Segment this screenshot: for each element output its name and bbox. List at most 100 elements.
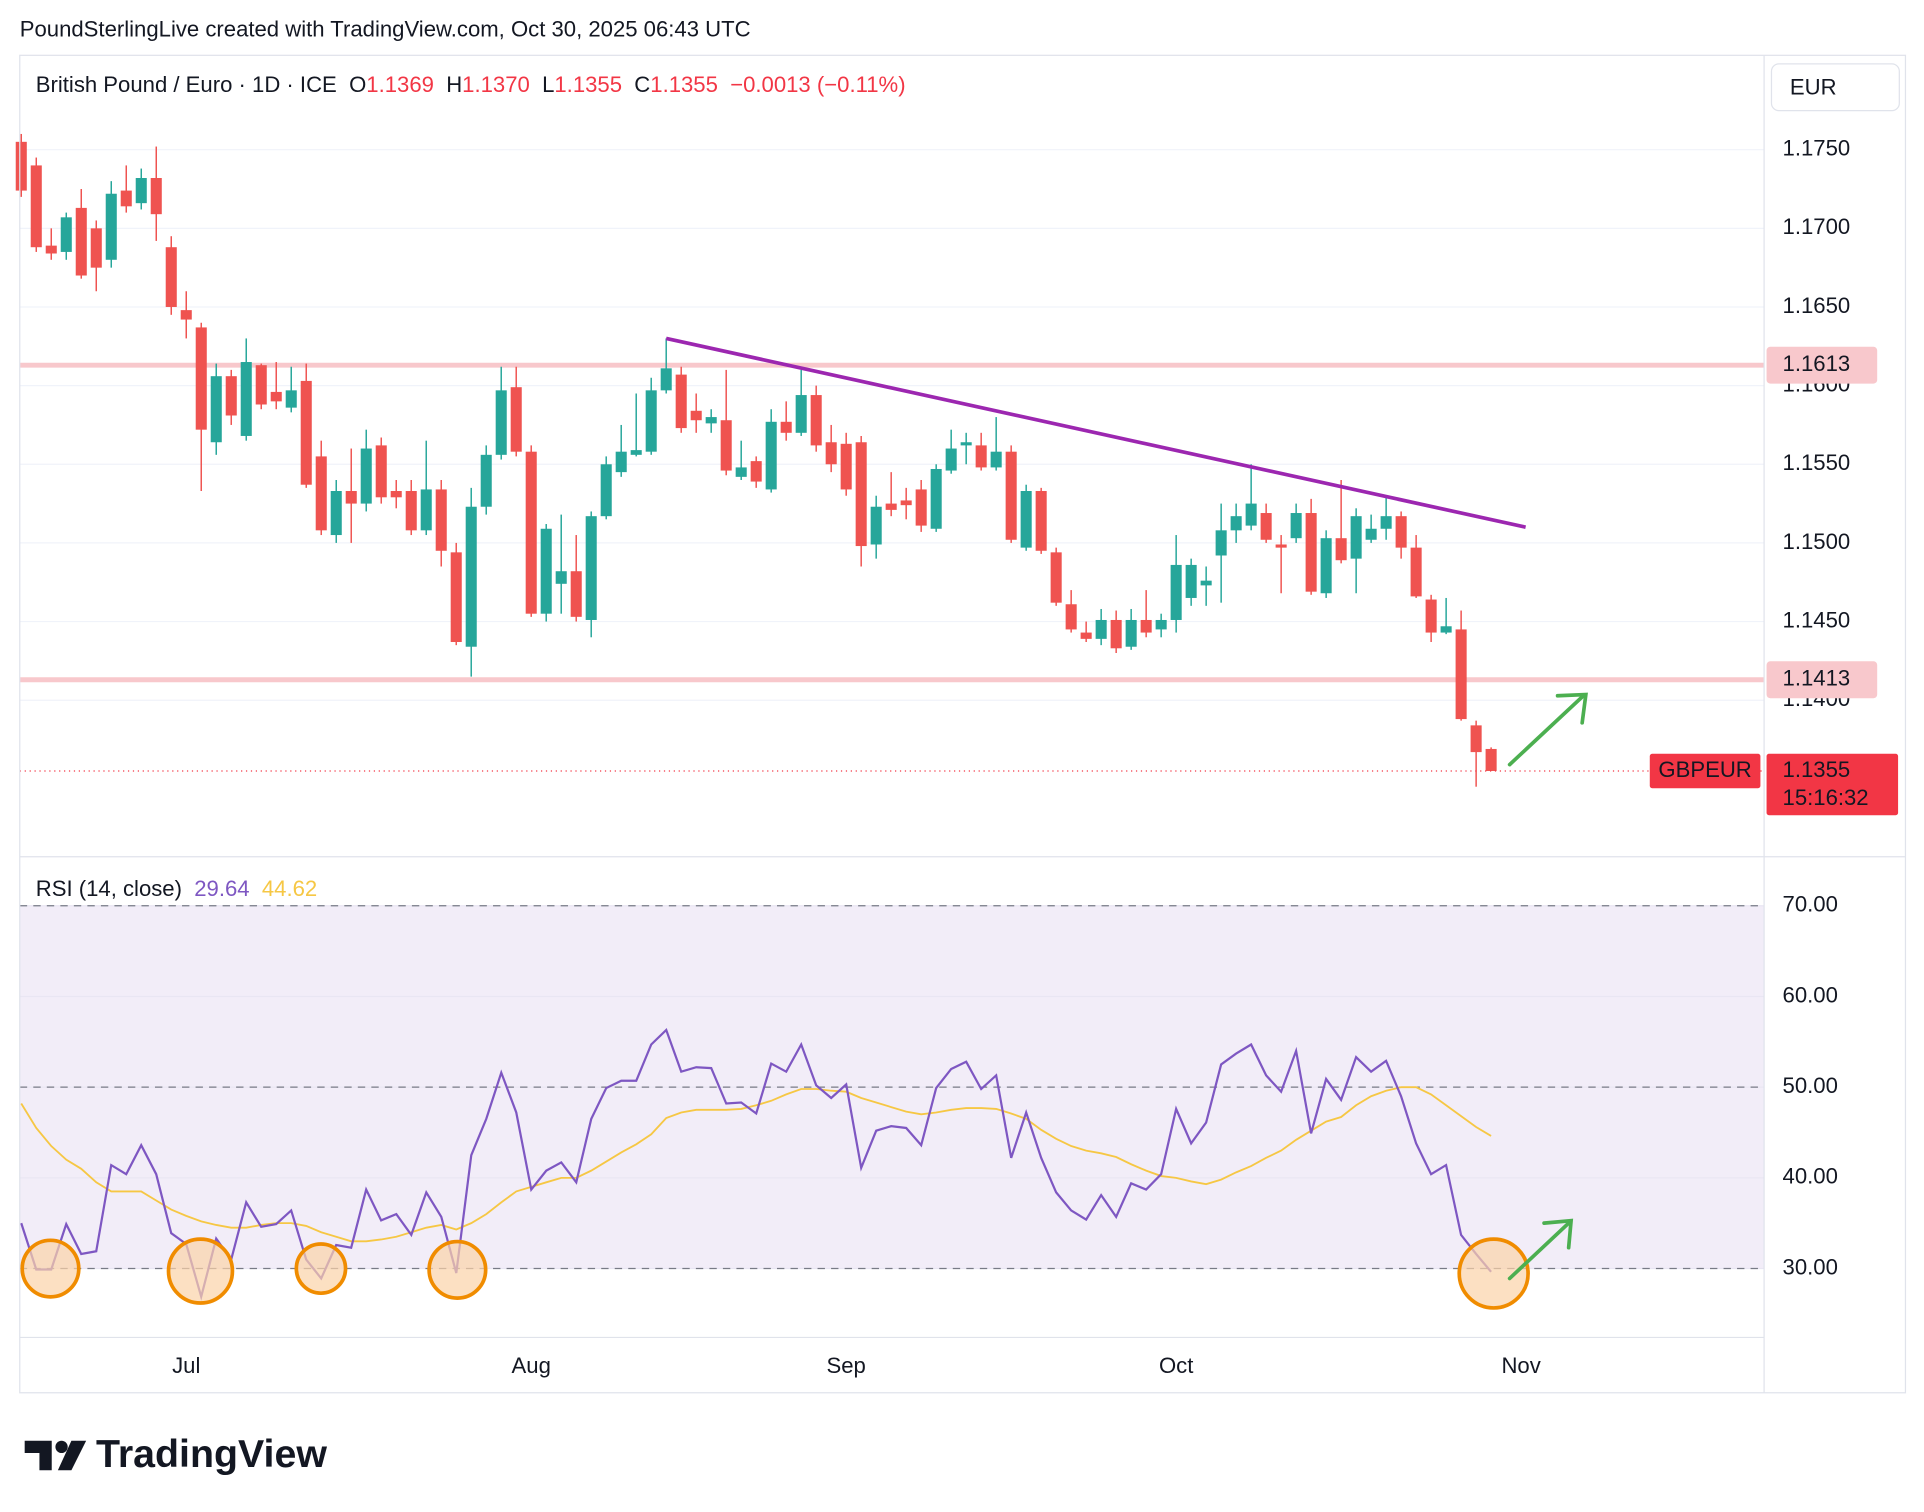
candle-body: [510, 387, 522, 452]
rsi-line: [20, 1086, 1492, 1243]
rsi-title: RSI (14, close): [36, 876, 182, 901]
candle-body: [1305, 513, 1317, 592]
annotations: [20, 692, 1588, 1310]
candle-body: [465, 506, 477, 647]
candle-body: [525, 451, 537, 614]
frame: [19, 54, 1907, 1394]
candle-body: [1335, 538, 1347, 561]
candle-body: [1050, 552, 1062, 603]
y-tick-label: 1.1550: [1783, 450, 1851, 475]
candle-body: [165, 247, 177, 307]
candle-body: [1020, 491, 1032, 548]
arrow: [1507, 692, 1588, 767]
x-tick-label: Aug: [512, 1353, 551, 1378]
symbol-legend: British Pound / Euro · 1D · ICE O1.1369 H1…: [36, 72, 906, 97]
candle-body: [660, 368, 672, 391]
candle-body: [1155, 619, 1167, 630]
candle-body: [90, 228, 102, 268]
candle-body: [30, 165, 42, 248]
symbol: British Pound / Euro · 1D · ICE: [36, 72, 337, 97]
y-tick-label: 1.1700: [1783, 214, 1851, 239]
candle-body: [570, 571, 582, 617]
candle-body: [120, 190, 132, 207]
currency-box: [1770, 63, 1900, 112]
candle-body: [1200, 580, 1212, 586]
candle-body: [345, 491, 357, 504]
candle-body: [60, 217, 72, 252]
candle-body: [630, 450, 642, 455]
candle-body: [1215, 530, 1227, 556]
candle-body: [180, 310, 192, 320]
candle-body: [315, 456, 327, 531]
highlight-circle: [166, 1237, 235, 1305]
candle-body: [45, 245, 57, 254]
level-label-box: [1766, 661, 1878, 699]
caption: PoundSterlingLive created with TradingVi…: [20, 17, 751, 42]
last-price-box: [1766, 753, 1899, 816]
y-tick-label: 1.1750: [1783, 136, 1851, 161]
y-tick-label: 60.00: [1783, 982, 1838, 1007]
candle-body: [705, 417, 717, 424]
candle-body: [225, 376, 237, 416]
candle-body: [330, 491, 342, 536]
candle-body: [1380, 516, 1392, 529]
candle-body: [975, 445, 987, 468]
candle-body: [135, 178, 147, 204]
change: −0.0013 (−0.11%): [730, 72, 905, 97]
ohlc-value: 1.1355: [650, 72, 718, 97]
candle-body: [1080, 632, 1092, 639]
y-tick-label: 1.1500: [1783, 529, 1851, 554]
highlight-circle: [20, 1238, 81, 1299]
rsi-line: [20, 1028, 1492, 1301]
countdown: 15:16:32: [1783, 785, 1869, 810]
candle-body: [1005, 451, 1017, 540]
candle-body: [150, 178, 162, 215]
level-label: 1.1413: [1783, 666, 1851, 691]
candle-body: [540, 528, 552, 614]
y-tick-label: 50.00: [1783, 1073, 1838, 1098]
candle-body: [1035, 491, 1047, 551]
candle-body: [1395, 516, 1407, 548]
candle-body: [840, 443, 852, 490]
candle-body: [1365, 528, 1377, 540]
ohlc-value: 1.1369: [366, 72, 434, 97]
candle-body: [195, 327, 207, 430]
y-tick-label: 40.00: [1783, 1164, 1838, 1189]
x-tick-label: Sep: [827, 1353, 866, 1378]
candle-body: [600, 464, 612, 517]
candle-body: [405, 491, 417, 531]
x-tick-label: Oct: [1159, 1353, 1193, 1378]
candle-body: [1320, 538, 1332, 594]
candle-body: [780, 421, 792, 433]
candle-body: [1455, 629, 1467, 720]
candle-body: [885, 503, 897, 510]
candle-body: [1125, 619, 1137, 647]
candle-body: [1410, 547, 1422, 597]
candle-body: [810, 395, 822, 446]
logo: TradingView: [24, 1432, 327, 1476]
candle-body: [1095, 619, 1107, 639]
candle-body: [210, 376, 222, 443]
x-tick-label: Nov: [1501, 1353, 1540, 1378]
symbol-tag-box: [1649, 753, 1761, 789]
candle-body: [585, 516, 597, 620]
candle-body: [900, 500, 912, 506]
y-tick-label: 1.1450: [1783, 607, 1851, 632]
last-price-label: 1.1355: [1783, 757, 1851, 782]
candle-body: [915, 489, 927, 526]
symbol-tag: GBPEUR: [1658, 757, 1751, 782]
candle-body: [615, 451, 627, 473]
candle-body: [435, 489, 447, 551]
candle-body: [390, 491, 402, 498]
candle-body: [1170, 564, 1182, 620]
rsi-legend: RSI (14, close) 29.64 44.62: [36, 876, 317, 901]
candle-body: [495, 390, 507, 455]
ohlc-key: O: [349, 72, 366, 97]
y-tick-label: 70.00: [1783, 892, 1838, 917]
candle-body: [1290, 513, 1302, 539]
candle-body: [1230, 516, 1242, 531]
candle-body: [105, 193, 117, 260]
